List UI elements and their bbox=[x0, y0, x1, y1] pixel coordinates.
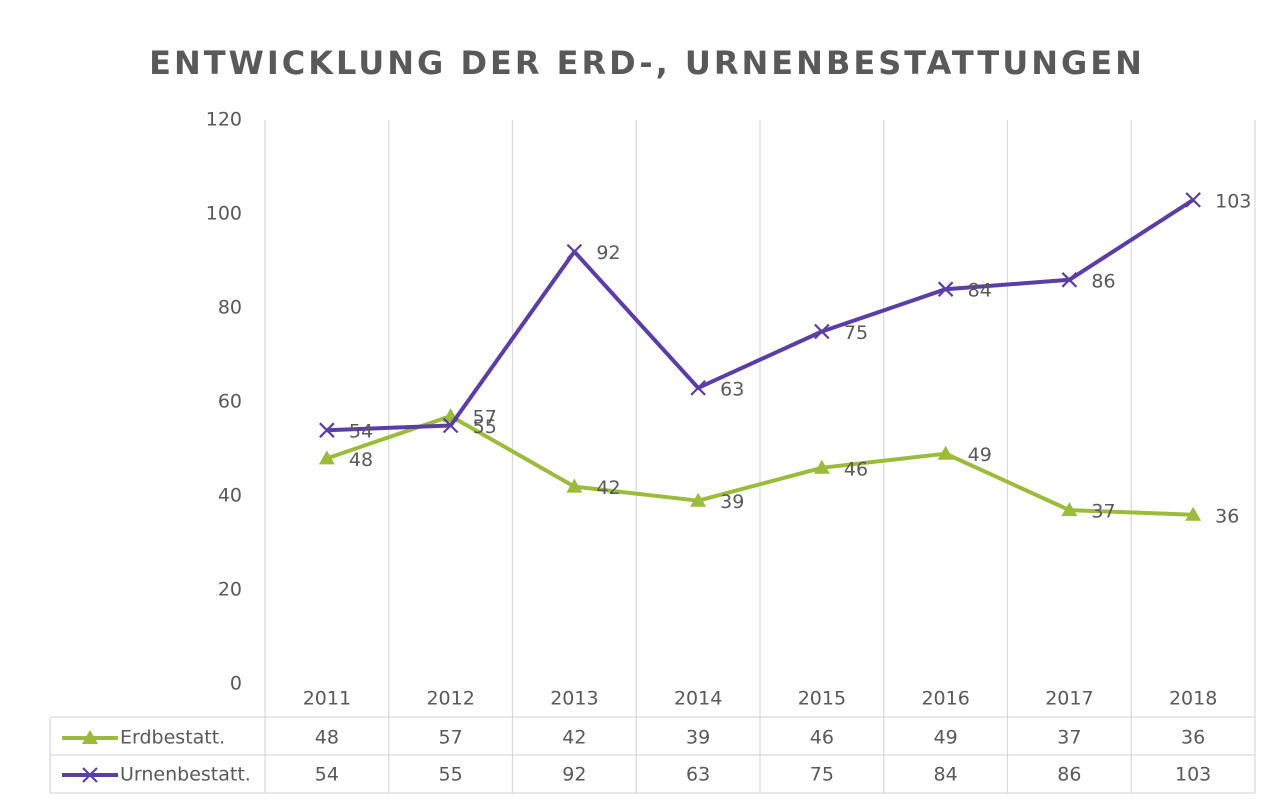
data-label: 42 bbox=[596, 477, 620, 499]
data-label: 48 bbox=[349, 449, 373, 471]
y-tick-label: 0 bbox=[230, 673, 242, 695]
table-cell: 63 bbox=[686, 764, 710, 786]
legend-marker bbox=[82, 730, 98, 744]
table-cell: 84 bbox=[934, 764, 958, 786]
table-cell: 37 bbox=[1057, 727, 1081, 749]
y-tick-label: 40 bbox=[218, 485, 242, 507]
data-label: 92 bbox=[596, 242, 620, 264]
marker bbox=[690, 492, 707, 507]
data-label: 39 bbox=[720, 491, 744, 513]
series-line bbox=[326, 198, 1195, 433]
y-tick-label: 100 bbox=[206, 203, 242, 225]
marker bbox=[937, 281, 954, 297]
x-tick-label: 2016 bbox=[921, 688, 969, 710]
data-label: 37 bbox=[1091, 501, 1115, 523]
data-label: 49 bbox=[968, 444, 992, 466]
table-cell: 103 bbox=[1175, 764, 1211, 786]
data-label: 63 bbox=[720, 378, 744, 400]
marker bbox=[814, 323, 830, 340]
marker bbox=[319, 422, 335, 438]
marker bbox=[937, 445, 954, 460]
y-tick-label: 120 bbox=[206, 109, 242, 131]
data-label: 86 bbox=[1091, 270, 1115, 292]
x-tick-label: 2011 bbox=[303, 688, 351, 710]
y-tick-label: 80 bbox=[218, 297, 242, 319]
x-tick-label: 2013 bbox=[550, 688, 598, 710]
marker bbox=[318, 450, 335, 465]
table-cell: 57 bbox=[439, 727, 463, 749]
marker bbox=[442, 417, 459, 434]
marker bbox=[566, 243, 583, 260]
data-label: 55 bbox=[473, 416, 497, 438]
table-cell: 49 bbox=[934, 727, 958, 749]
table-cell: 48 bbox=[315, 727, 339, 749]
table-cell: 75 bbox=[810, 764, 834, 786]
data-label: 103 bbox=[1215, 190, 1251, 212]
table-cell: 46 bbox=[810, 727, 834, 749]
marker bbox=[690, 380, 706, 396]
data-label: 84 bbox=[968, 280, 992, 302]
data-label: 54 bbox=[349, 421, 373, 443]
legend-label: Urnenbestatt. bbox=[120, 764, 251, 786]
y-tick-label: 60 bbox=[218, 391, 242, 413]
table-cell: 92 bbox=[562, 764, 586, 786]
table-cell: 54 bbox=[315, 764, 339, 786]
table-cell: 86 bbox=[1057, 764, 1081, 786]
marker bbox=[566, 478, 583, 493]
x-tick-label: 2014 bbox=[674, 688, 722, 710]
table-cell: 39 bbox=[686, 727, 710, 749]
data-label: 46 bbox=[844, 458, 868, 480]
legend-label: Erdbestatt. bbox=[120, 727, 225, 749]
marker bbox=[813, 459, 830, 474]
x-tick-label: 2018 bbox=[1169, 688, 1217, 710]
table-cell: 42 bbox=[562, 727, 586, 749]
data-label: 57 bbox=[473, 407, 497, 429]
x-tick-label: 2015 bbox=[798, 688, 846, 710]
x-tick-label: 2017 bbox=[1045, 688, 1093, 710]
legend-marker bbox=[82, 767, 98, 783]
y-tick-label: 20 bbox=[218, 579, 242, 601]
series-line bbox=[326, 414, 1194, 517]
table-cell: 55 bbox=[439, 764, 463, 786]
x-tick-label: 2012 bbox=[426, 688, 474, 710]
data-label: 75 bbox=[844, 322, 868, 344]
data-label: 36 bbox=[1215, 505, 1239, 527]
marker bbox=[1061, 272, 1078, 288]
chart-title: ENTWICKLUNG DER ERD-, URNENBESTATTUNGEN bbox=[149, 44, 1145, 82]
marker bbox=[1185, 192, 1201, 208]
marker bbox=[1185, 506, 1202, 521]
table-cell: 36 bbox=[1181, 727, 1205, 749]
marker bbox=[1061, 502, 1078, 517]
